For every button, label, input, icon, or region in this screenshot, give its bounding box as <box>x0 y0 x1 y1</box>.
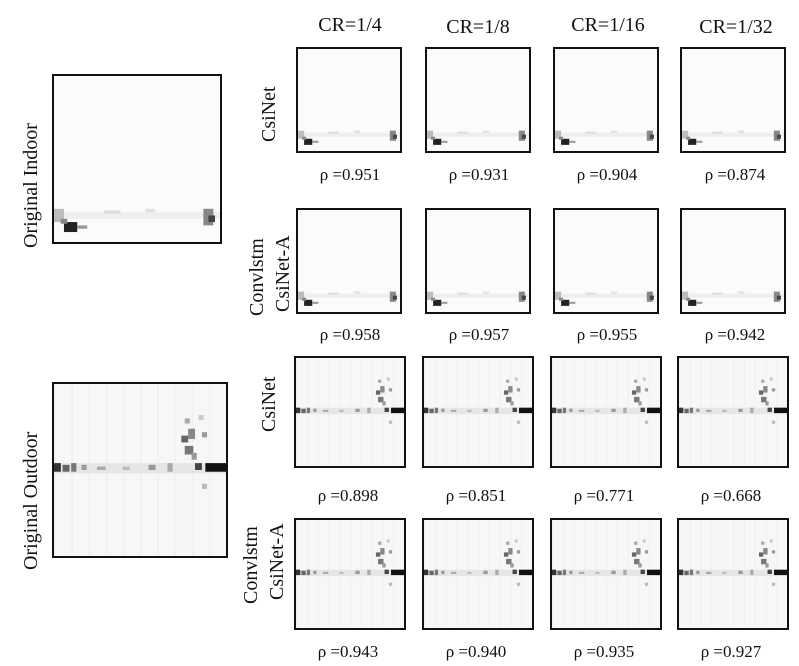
original-outdoor-image <box>52 382 228 558</box>
label-outdoor-convlstm-2: CsiNet-A <box>266 523 288 600</box>
rho-indoor-csinet-cr16: ρ =0.904 <box>576 165 638 184</box>
col-header-cr-1-32: CR=1/32 <box>699 16 773 38</box>
rho-indoor-csinet-cr4: ρ =0.951 <box>319 165 381 184</box>
rho-outdoor-convlstm-cr8: ρ =0.940 <box>445 642 507 661</box>
outdoor-csinet-cr4 <box>294 356 406 468</box>
col-header-cr-1-8: CR=1/8 <box>446 16 510 38</box>
rho-indoor-convlstm-cr32: ρ =0.942 <box>704 325 766 344</box>
label-outdoor-csinet: CsiNet <box>258 376 280 432</box>
rho-outdoor-convlstm-cr16: ρ =0.935 <box>573 642 635 661</box>
outdoor-pattern <box>424 358 532 466</box>
rho-outdoor-csinet-cr16: ρ =0.771 <box>573 486 635 505</box>
indoor-csinet-cr16 <box>553 47 659 153</box>
rho-outdoor-csinet-cr32: ρ =0.668 <box>700 486 762 505</box>
indoor-csinet-cr8 <box>425 47 531 153</box>
rho-indoor-convlstm-cr4: ρ =0.958 <box>319 325 381 344</box>
outdoor-pattern <box>679 520 787 628</box>
indoor-convlstm-cr16 <box>553 208 659 314</box>
outdoor-convlstm-cr32 <box>677 518 789 630</box>
original-indoor-image <box>52 74 222 244</box>
indoor-pattern <box>427 49 529 151</box>
label-original-outdoor: Original Outdoor <box>20 431 42 570</box>
label-original-indoor: Original Indoor <box>20 123 42 248</box>
rho-indoor-csinet-cr8: ρ =0.931 <box>448 165 510 184</box>
outdoor-pattern <box>552 358 660 466</box>
rho-indoor-convlstm-cr16: ρ =0.955 <box>576 325 638 344</box>
outdoor-pattern <box>679 358 787 466</box>
outdoor-pattern <box>552 520 660 628</box>
indoor-convlstm-cr32 <box>680 208 786 314</box>
outdoor-pattern <box>54 384 226 556</box>
indoor-convlstm-cr8 <box>425 208 531 314</box>
outdoor-csinet-cr16 <box>550 356 662 468</box>
indoor-pattern <box>682 49 784 151</box>
outdoor-csinet-cr8 <box>422 356 534 468</box>
indoor-pattern <box>555 210 657 312</box>
outdoor-pattern <box>296 358 404 466</box>
indoor-pattern <box>54 76 220 242</box>
indoor-pattern <box>298 210 400 312</box>
rho-outdoor-csinet-cr4: ρ =0.898 <box>317 486 379 505</box>
outdoor-convlstm-cr8 <box>422 518 534 630</box>
indoor-convlstm-cr4 <box>296 208 402 314</box>
indoor-pattern <box>298 49 400 151</box>
rho-outdoor-convlstm-cr32: ρ =0.927 <box>700 642 762 661</box>
indoor-pattern <box>555 49 657 151</box>
indoor-pattern <box>427 210 529 312</box>
rho-outdoor-csinet-cr8: ρ =0.851 <box>445 486 507 505</box>
outdoor-convlstm-cr16 <box>550 518 662 630</box>
rho-indoor-convlstm-cr8: ρ =0.957 <box>448 325 510 344</box>
outdoor-pattern <box>424 520 532 628</box>
label-indoor-csinet: CsiNet <box>258 86 280 142</box>
label-indoor-convlstm-2: CsiNet-A <box>272 235 294 312</box>
label-indoor-convlstm-1: Convlstm <box>246 238 268 316</box>
outdoor-pattern <box>296 520 404 628</box>
indoor-csinet-cr32 <box>680 47 786 153</box>
outdoor-convlstm-cr4 <box>294 518 406 630</box>
col-header-cr-1-4: CR=1/4 <box>318 14 382 36</box>
indoor-csinet-cr4 <box>296 47 402 153</box>
outdoor-csinet-cr32 <box>677 356 789 468</box>
rho-outdoor-convlstm-cr4: ρ =0.943 <box>317 642 379 661</box>
rho-indoor-csinet-cr32: ρ =0.874 <box>704 165 766 184</box>
col-header-cr-1-16: CR=1/16 <box>571 14 645 36</box>
indoor-pattern <box>682 210 784 312</box>
label-outdoor-convlstm-1: Convlstm <box>240 526 262 604</box>
